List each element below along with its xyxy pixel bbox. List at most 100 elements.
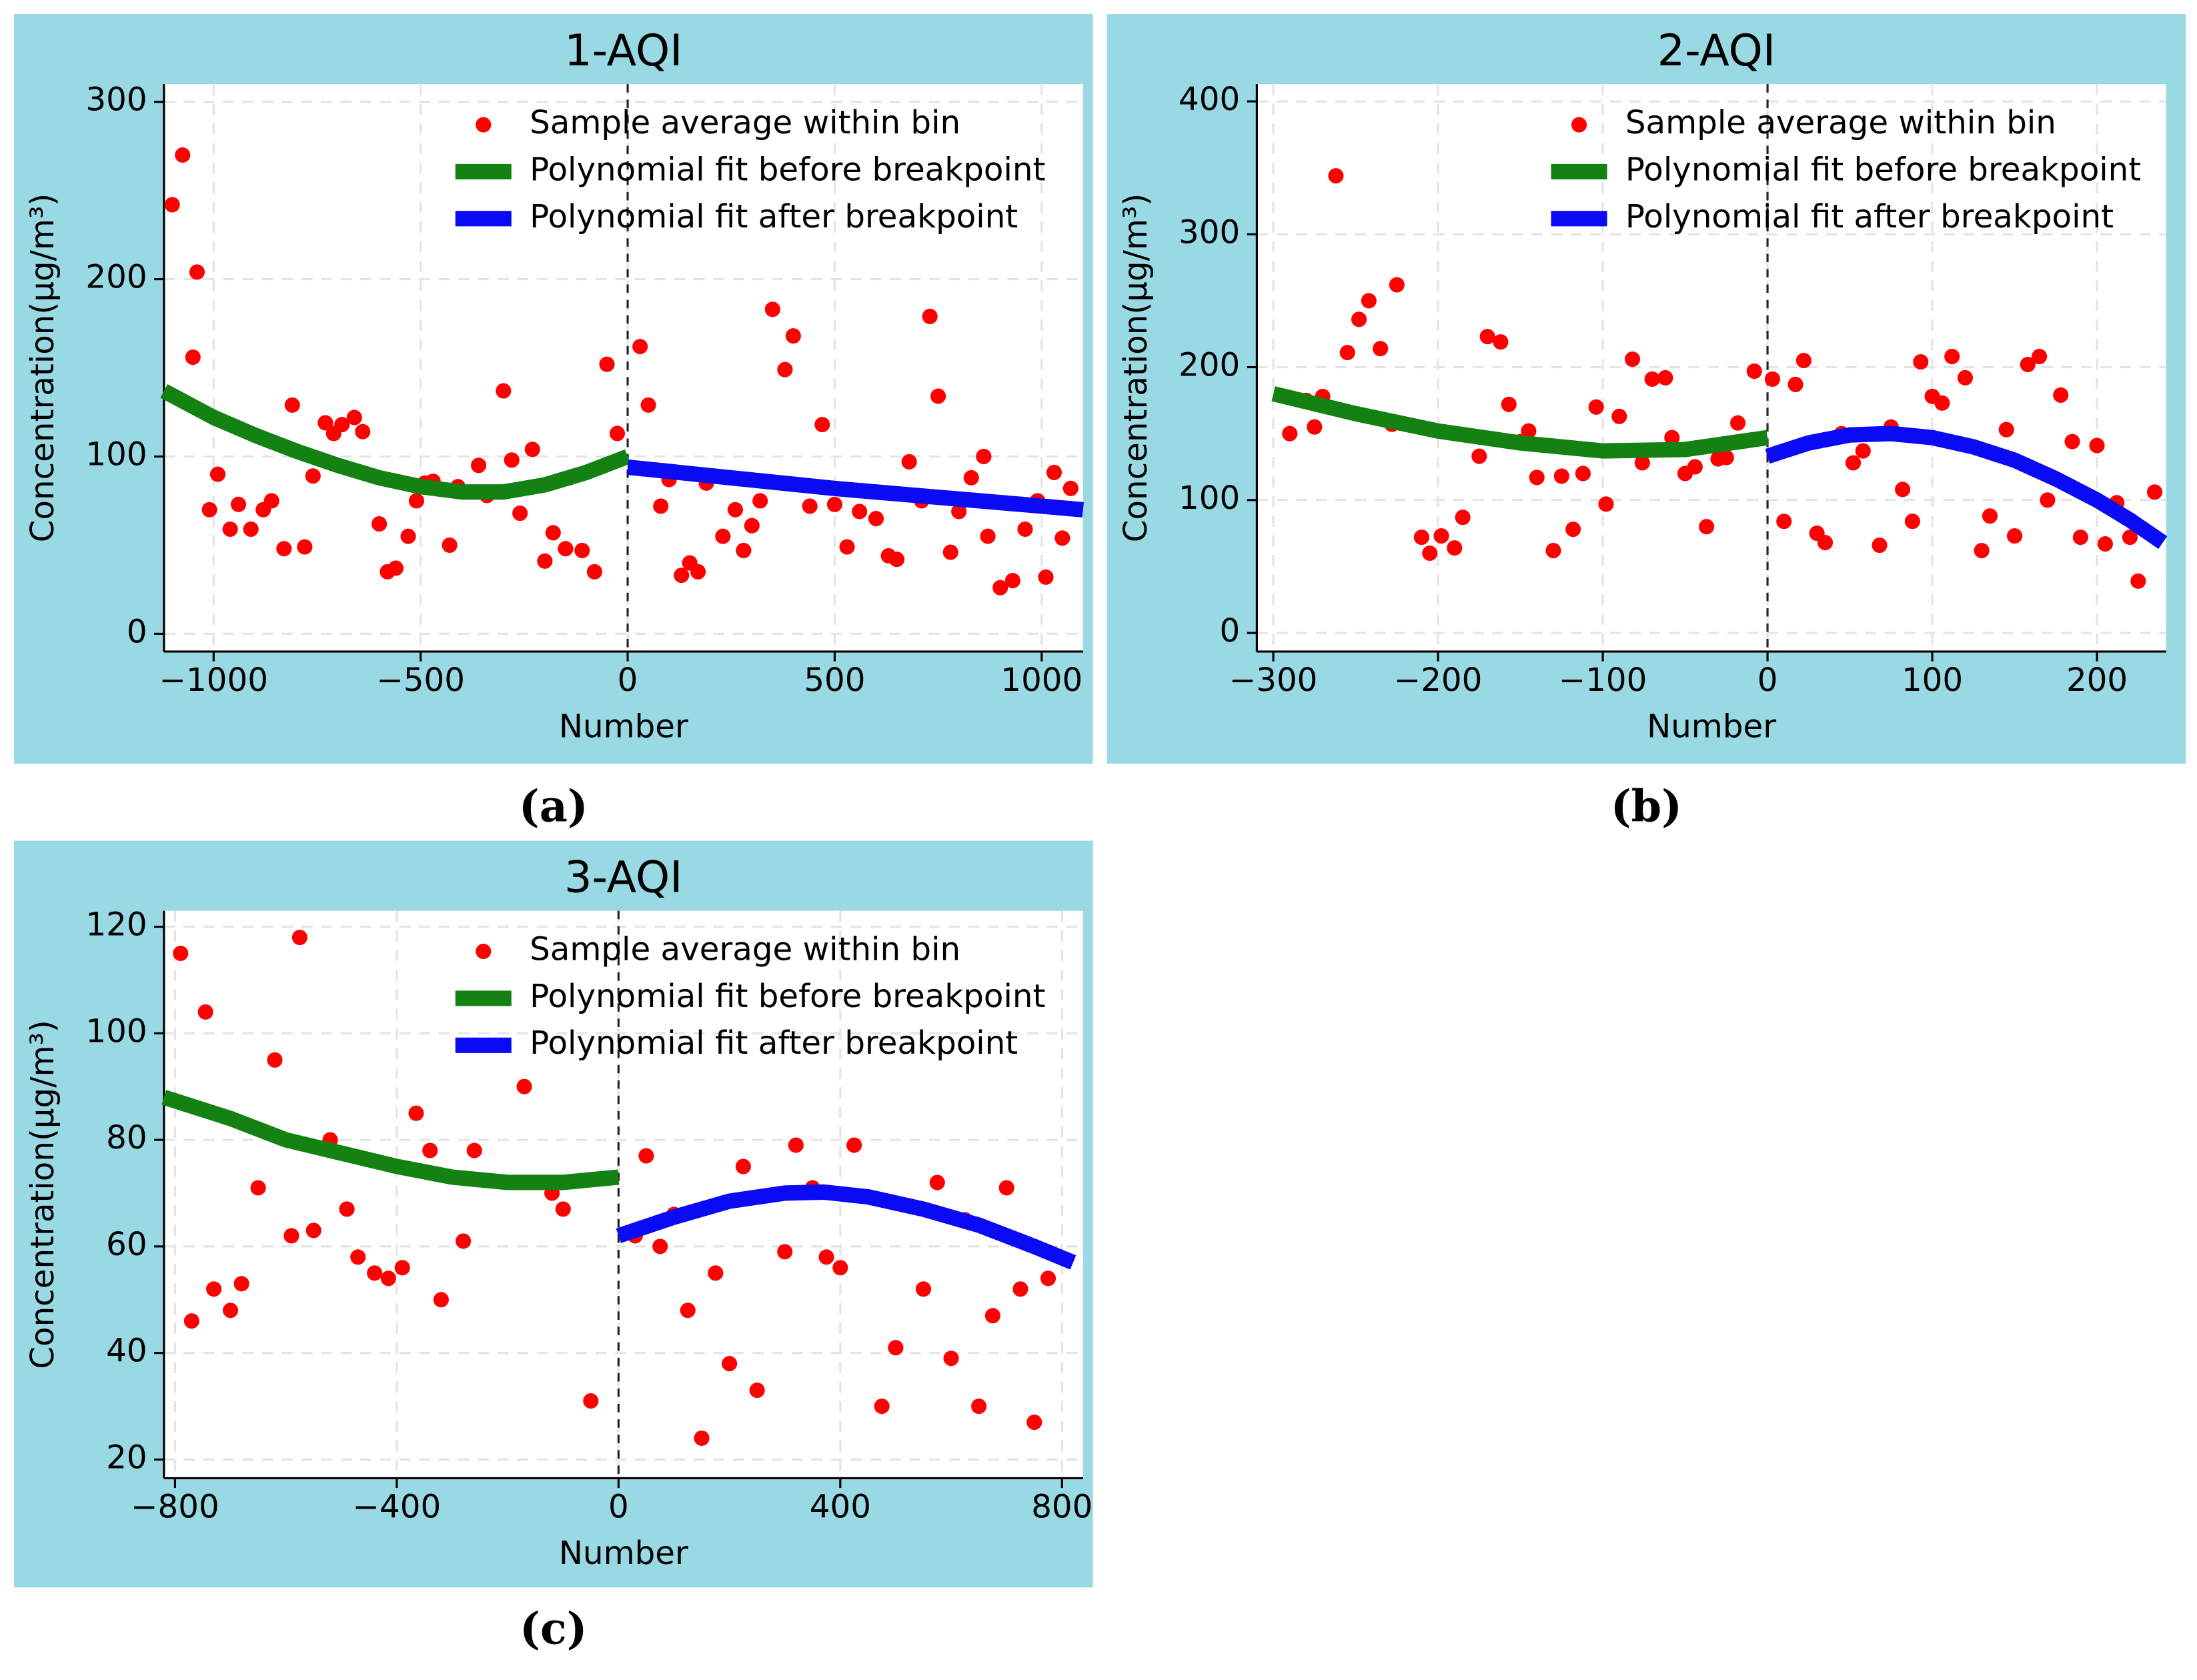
y-tick-label: 200 (1179, 347, 1240, 384)
data-point (694, 1430, 710, 1447)
data-point (1361, 293, 1377, 309)
data-point (297, 539, 313, 555)
data-point (752, 493, 768, 509)
data-point (1795, 353, 1811, 369)
data-point (422, 1142, 438, 1158)
data-point (915, 1281, 932, 1297)
data-point (408, 1105, 424, 1121)
x-tick-label: −200 (1394, 662, 1483, 699)
data-point (802, 498, 818, 514)
data-point (1944, 349, 1960, 365)
data-point (1699, 519, 1715, 535)
data-point (2097, 536, 2113, 552)
legend-label: Polynomial fit after breakpoint (530, 198, 1018, 235)
y-tick-label: 20 (106, 1439, 147, 1476)
data-point (832, 1260, 848, 1276)
data-point (735, 1158, 751, 1174)
data-point (372, 516, 388, 532)
data-point (888, 1340, 904, 1356)
x-axis-label: Number (559, 1535, 688, 1572)
data-point (346, 409, 362, 426)
data-point (1974, 542, 1990, 559)
y-tick-label: 400 (1179, 81, 1240, 118)
data-point (233, 1276, 249, 1292)
data-point (537, 553, 553, 569)
data-point (998, 1180, 1014, 1196)
data-point (189, 264, 205, 280)
data-point (574, 542, 590, 558)
data-point (930, 388, 946, 404)
data-point (788, 1137, 804, 1153)
data-point (317, 415, 333, 431)
data-point (951, 504, 967, 520)
x-tick-label: −500 (376, 662, 465, 699)
data-point (777, 1244, 793, 1260)
data-point (175, 147, 191, 163)
data-point (1062, 480, 1078, 496)
data-point (674, 568, 690, 584)
x-tick-label: 0 (1757, 662, 1778, 699)
data-point (545, 525, 561, 541)
y-tick-label: 100 (85, 436, 147, 473)
data-point (1787, 376, 1803, 393)
data-point (722, 1356, 738, 1372)
data-point (334, 417, 350, 433)
data-point (868, 510, 884, 527)
data-point (388, 560, 404, 576)
data-point (1282, 426, 1298, 442)
data-point (1934, 395, 1950, 411)
data-point (764, 301, 780, 317)
data-point (971, 1398, 987, 1415)
chart-title: 3-AQI (564, 852, 682, 902)
x-tick-label: 500 (804, 662, 865, 699)
caption: (c) (520, 1603, 587, 1654)
data-point (558, 541, 574, 557)
data-point (777, 361, 793, 377)
fit-line (161, 1090, 620, 1190)
x-tick-label: −400 (353, 1489, 442, 1526)
data-point (632, 339, 648, 355)
data-point (555, 1201, 571, 1217)
data-point (1433, 528, 1449, 544)
y-tick-label: 300 (85, 81, 147, 119)
data-point (230, 496, 247, 512)
data-point (1307, 419, 1323, 435)
data-point (1339, 345, 1355, 361)
data-point (1982, 508, 1998, 524)
legend-label: Polynomial fit after breakpoint (1625, 198, 2114, 235)
data-point (524, 442, 540, 458)
data-point (1776, 514, 1792, 530)
y-tick-label: 120 (85, 906, 147, 944)
legend-marker (476, 943, 492, 960)
x-axis-label: Number (1647, 708, 1776, 745)
data-point (284, 397, 300, 413)
data-point (1373, 341, 1389, 357)
data-point (1413, 530, 1429, 546)
y-axis-label: Concentration(μg/m³) (1117, 193, 1155, 542)
data-point (1624, 351, 1641, 367)
data-point (1046, 464, 1062, 480)
data-point (2020, 357, 2036, 373)
data-point (1004, 573, 1020, 589)
data-point (963, 470, 979, 486)
y-tick-label: 200 (85, 259, 147, 296)
data-point (471, 458, 487, 474)
x-tick-label: 0 (618, 662, 638, 699)
data-point (839, 539, 855, 555)
data-point (2040, 492, 2056, 508)
data-point (1521, 423, 1537, 439)
data-point (2146, 484, 2163, 500)
data-point (1493, 334, 1509, 350)
y-axis-label: Concentration(μg/m³) (24, 1020, 61, 1369)
data-point (173, 945, 189, 962)
data-point (638, 1148, 654, 1164)
data-point (1611, 408, 1627, 424)
data-point (901, 454, 917, 470)
legend-label: Sample average within bin (530, 931, 960, 968)
data-point (942, 544, 958, 560)
fit-line (626, 459, 1084, 518)
data-point (355, 424, 371, 440)
data-point (852, 504, 868, 520)
data-point (785, 328, 801, 344)
